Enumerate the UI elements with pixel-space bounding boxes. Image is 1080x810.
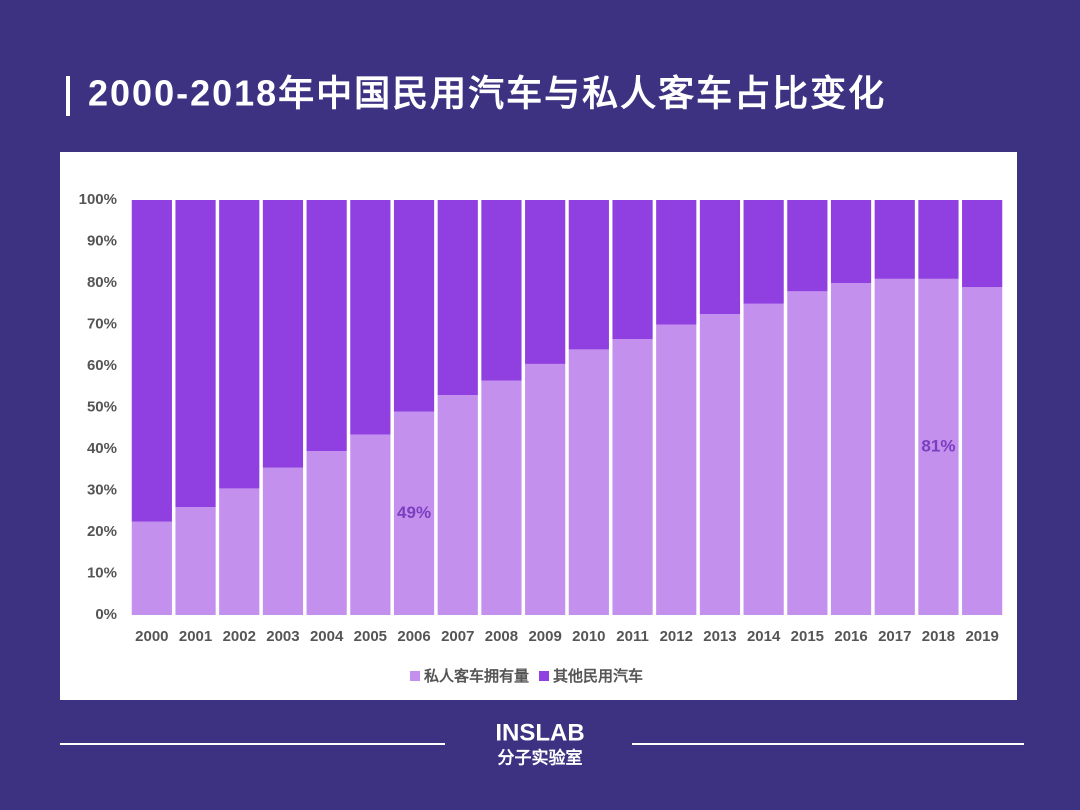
y-tick-label: 80%	[87, 274, 117, 291]
x-tick-label: 2013	[703, 628, 736, 645]
bar-segment	[175, 507, 216, 615]
y-tick-label: 90%	[87, 232, 117, 249]
y-tick-label: 70%	[87, 315, 117, 332]
bar-segment	[874, 278, 915, 615]
bar-segment	[437, 395, 478, 615]
bar-segment	[568, 200, 609, 350]
x-tick-label: 2016	[834, 628, 867, 645]
footer-brand: INSLAB	[495, 719, 584, 746]
bar-segment	[743, 303, 784, 615]
bar-segment	[306, 451, 347, 615]
x-tick-label: 2018	[922, 628, 955, 645]
bar-segment	[568, 349, 609, 615]
y-tick-label: 40%	[87, 440, 117, 457]
bar-segment	[350, 200, 391, 435]
footer-brand-cn: 分子实验室	[498, 747, 583, 767]
bar-segment	[525, 363, 566, 615]
bar-segment	[437, 200, 478, 396]
x-tick-label: 2004	[310, 628, 344, 645]
bar-segment	[656, 200, 697, 325]
legend-label: 私人客车拥有量	[423, 667, 529, 685]
legend-swatch	[410, 671, 420, 681]
title-bar	[66, 76, 70, 116]
data-label: 81%	[921, 436, 955, 455]
bar-segment	[219, 200, 260, 489]
bar-segment	[918, 278, 959, 615]
bar-segment	[219, 488, 260, 615]
x-tick-label: 2010	[572, 628, 605, 645]
bar-segment	[262, 200, 304, 468]
bar-segment	[612, 200, 653, 340]
bar-segment	[262, 467, 304, 615]
legend-swatch	[539, 671, 550, 681]
bar-segment	[918, 200, 959, 279]
bar-segment	[481, 380, 522, 615]
x-tick-label: 2007	[441, 628, 474, 645]
x-tick-label: 2008	[485, 628, 518, 645]
bar-segment	[350, 434, 391, 615]
bar-segment	[393, 411, 435, 615]
bar-segment	[962, 200, 1003, 288]
data-label: 49%	[397, 503, 431, 522]
bar-segment	[131, 521, 172, 615]
bar-segment	[699, 200, 741, 315]
x-tick-label: 2019	[965, 628, 998, 645]
bar-segment	[306, 200, 347, 452]
bar-segment	[175, 200, 216, 508]
y-tick-label: 20%	[87, 523, 117, 540]
legend-label: 其他民用汽车	[553, 667, 643, 685]
bar-segment	[481, 200, 522, 381]
y-tick-label: 50%	[87, 398, 117, 415]
y-tick-label: 0%	[95, 606, 117, 623]
bar-segment	[830, 283, 872, 615]
bar-segment	[699, 314, 741, 615]
x-tick-label: 2017	[878, 628, 911, 645]
y-tick-label: 30%	[87, 481, 117, 498]
x-tick-label: 2003	[266, 628, 299, 645]
x-tick-label: 2000	[135, 628, 168, 645]
bar-segment	[787, 291, 828, 615]
x-tick-label: 2009	[528, 628, 561, 645]
y-tick-label: 100%	[79, 191, 117, 208]
bar-segment	[830, 200, 872, 283]
y-tick-label: 10%	[87, 564, 117, 581]
bar-segment	[393, 200, 435, 412]
x-tick-label: 2001	[179, 628, 212, 645]
x-tick-label: 2002	[223, 628, 256, 645]
x-tick-label: 2006	[397, 628, 430, 645]
x-tick-label: 2014	[747, 628, 781, 645]
bar-segment	[612, 339, 653, 615]
x-tick-label: 2015	[791, 628, 824, 645]
x-tick-label: 2011	[616, 628, 649, 645]
bar-segment	[787, 200, 828, 292]
bar-segment	[962, 287, 1003, 615]
x-tick-label: 2005	[354, 628, 387, 645]
bar-segment	[131, 200, 172, 522]
bar-segment	[656, 324, 697, 615]
x-tick-label: 2012	[660, 628, 693, 645]
bar-segment	[525, 200, 566, 364]
y-tick-label: 60%	[87, 357, 117, 374]
chart-title: 2000-2018年中国民用汽车与私人客车占比变化	[88, 73, 886, 114]
bar-segment	[874, 200, 915, 279]
bar-segment	[743, 200, 784, 304]
